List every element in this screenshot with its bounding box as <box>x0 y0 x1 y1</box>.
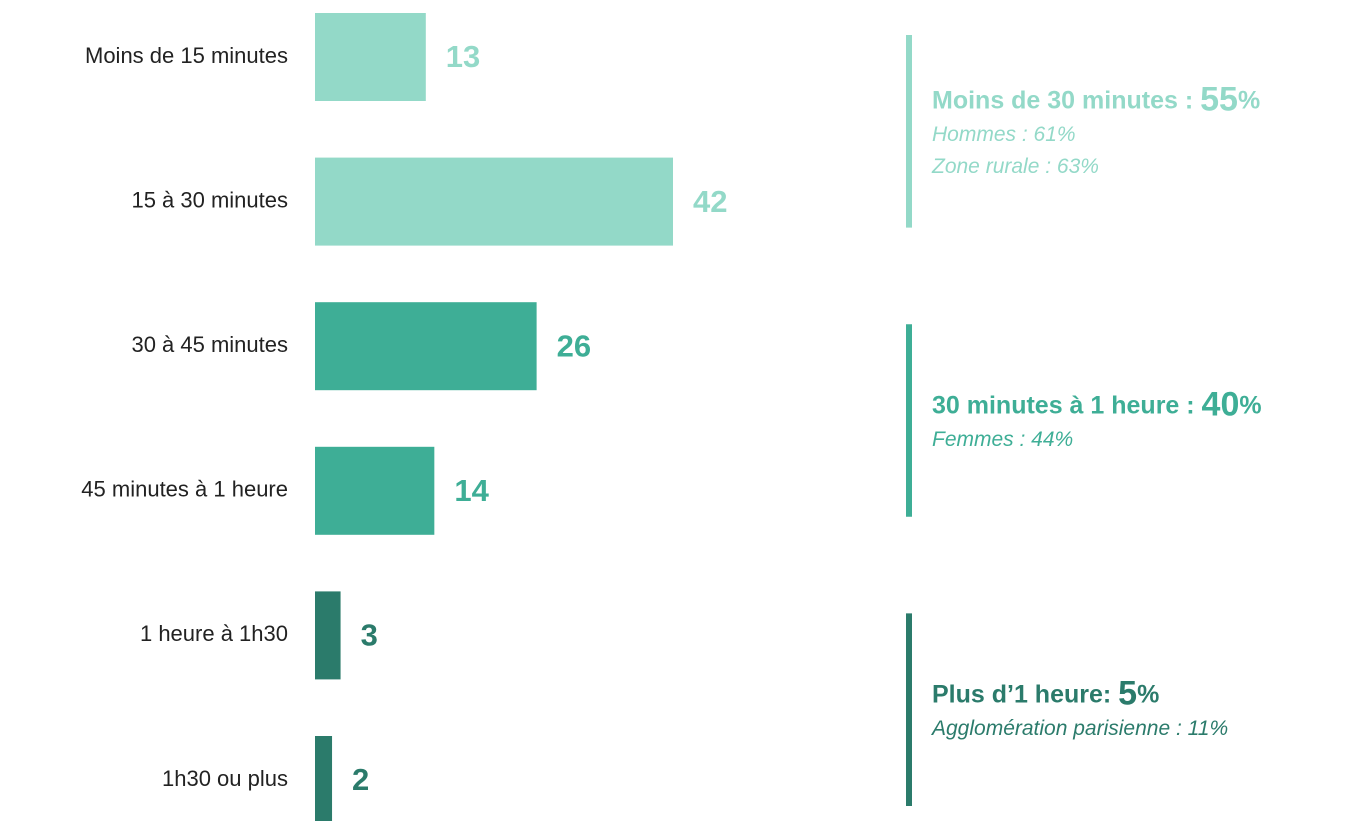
annotation-title: Moins de 30 minutes : 55% <box>932 80 1260 118</box>
bar <box>315 591 341 680</box>
annotation-label: Moins de 30 minutes : <box>932 86 1200 114</box>
annotation-unit: % <box>1137 680 1159 708</box>
category-label: 15 à 30 minutes <box>131 187 288 212</box>
value-label: 2 <box>352 762 369 797</box>
category-label: 45 minutes à 1 heure <box>81 477 288 502</box>
bar <box>315 157 673 246</box>
annotation-detail: Hommes : 61% <box>932 123 1076 146</box>
annotation-value: 55 <box>1200 80 1238 118</box>
annotation-value: 40 <box>1202 385 1240 423</box>
category-label: 1 heure à 1h30 <box>140 621 288 646</box>
annotation-label: Plus d’1 heure: <box>932 680 1118 708</box>
bar <box>315 302 537 391</box>
annotation-title: 30 minutes à 1 heure : 40% <box>932 385 1262 423</box>
value-label: 14 <box>454 473 489 508</box>
category-label: 1h30 ou plus <box>162 766 288 791</box>
bar <box>315 736 333 821</box>
bar <box>315 13 426 101</box>
annotation-label: 30 minutes à 1 heure : <box>932 391 1202 419</box>
category-label: Moins de 15 minutes <box>85 43 288 68</box>
value-label: 42 <box>693 184 727 219</box>
annotation-title: Plus d’1 heure: 5% <box>932 675 1159 713</box>
value-label: 13 <box>446 39 480 74</box>
bar <box>315 446 435 535</box>
annotation-detail: Zone rurale : 63% <box>931 155 1099 178</box>
value-label: 3 <box>361 618 378 653</box>
annotation-detail: Agglomération parisienne : 11% <box>930 717 1228 740</box>
category-label: 30 à 45 minutes <box>131 332 288 357</box>
annotation-unit: % <box>1238 86 1260 114</box>
annotation-detail: Femmes : 44% <box>932 428 1073 451</box>
annotation-value: 5 <box>1118 675 1137 713</box>
value-label: 26 <box>557 328 591 363</box>
annotation-unit: % <box>1239 391 1261 419</box>
